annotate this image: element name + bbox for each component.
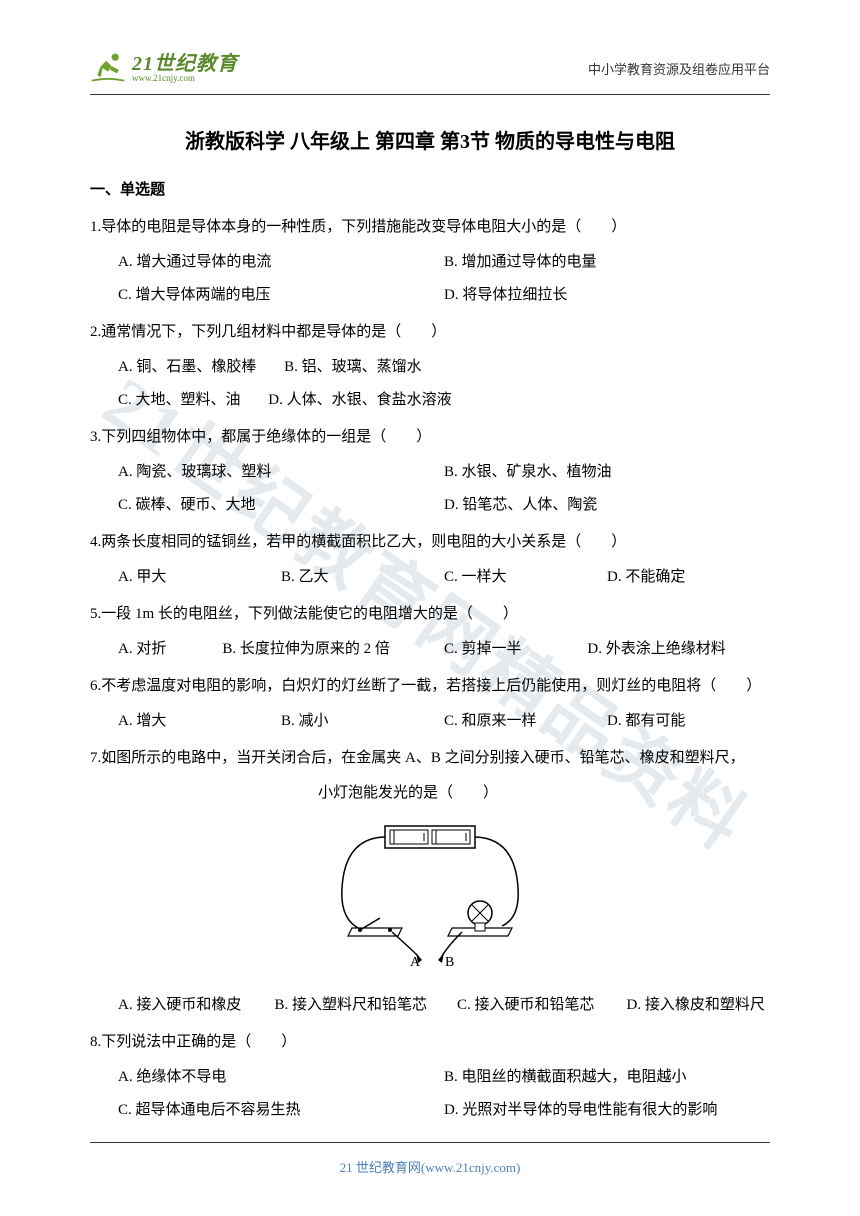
q3-opt-d: D. 铅笔芯、人体、陶瓷	[444, 489, 770, 522]
q7-options: A. 接入硬币和橡皮 B. 接入塑料尺和铅笔芯 C. 接入硬币和铅笔芯 D. 接…	[90, 989, 770, 1022]
q3-options: A. 陶瓷、玻璃球、塑料 B. 水银、矿泉水、植物油 C. 碳棒、硬币、大地 D…	[90, 456, 770, 522]
q4-opt-a: A. 甲大	[118, 561, 281, 594]
q8-opt-d: D. 光照对半导体的导电性能有很大的影响	[444, 1094, 770, 1127]
circuit-svg: A B	[310, 818, 550, 968]
clip-b-label: B	[445, 955, 454, 968]
q8-text: 8.下列说法中正确的是（ ）	[90, 1026, 770, 1059]
q4-opt-d: D. 不能确定	[607, 561, 770, 594]
header-right-text: 中小学教育资源及组卷应用平台	[588, 59, 770, 78]
question-2: 2.通常情况下，下列几组材料中都是导体的是（ ） A. 铜、石墨、橡胶棒 B. …	[90, 316, 770, 417]
q7-opt-d: D. 接入橡皮和塑料尺	[627, 989, 770, 1022]
question-5: 5.一段 1m 长的电阻丝，下列做法能使它的电阻增大的是（ ） A. 对折 B.…	[90, 598, 770, 666]
q2-options: A. 铜、石墨、橡胶棒 B. 铝、玻璃、蒸馏水 C. 大地、塑料、油 D. 人体…	[90, 351, 770, 417]
q1-opt-d: D. 将导体拉细拉长	[444, 279, 770, 312]
q5-options: A. 对折 B. 长度拉伸为原来的 2 倍 C. 剪掉一半 D. 外表涂上绝缘材…	[90, 633, 770, 666]
logo: 21世纪教育 www.21cnjy.com	[90, 50, 238, 86]
question-1: 1.导体的电阻是导体本身的一种性质，下列措施能改变导体电阻大小的是（ ） A. …	[90, 211, 770, 312]
q6-options: A. 增大 B. 减小 C. 和原来一样 D. 都有可能	[90, 705, 770, 738]
header-divider	[90, 94, 770, 95]
page-title: 浙教版科学 八年级上 第四章 第3节 物质的导电性与电阻	[90, 125, 770, 154]
q3-opt-b: B. 水银、矿泉水、植物油	[444, 456, 770, 489]
q8-options: A. 绝缘体不导电 B. 电阻丝的横截面积越大，电阻越小 C. 超导体通电后不容…	[90, 1061, 770, 1127]
q1-opt-b: B. 增加通过导体的电量	[444, 246, 770, 279]
q4-options: A. 甲大 B. 乙大 C. 一样大 D. 不能确定	[90, 561, 770, 594]
q1-text: 1.导体的电阻是导体本身的一种性质，下列措施能改变导体电阻大小的是（ ）	[90, 211, 770, 244]
q5-opt-a: A. 对折	[118, 633, 222, 666]
q5-opt-c: C. 剪掉一半	[444, 633, 587, 666]
q5-opt-b: B. 长度拉伸为原来的 2 倍	[222, 633, 444, 666]
q6-opt-b: B. 减小	[281, 705, 444, 738]
header: 21世纪教育 www.21cnjy.com 中小学教育资源及组卷应用平台	[90, 50, 770, 86]
q6-opt-a: A. 增大	[118, 705, 281, 738]
q2-text: 2.通常情况下，下列几组材料中都是导体的是（ ）	[90, 316, 770, 349]
question-7: 7.如图所示的电路中，当开关闭合后，在金属夹 A、B 之间分别接入硬币、铅笔芯、…	[90, 742, 770, 1022]
q3-opt-c: C. 碳棒、硬币、大地	[118, 489, 444, 522]
q1-options: A. 增大通过导体的电流 B. 增加通过导体的电量 C. 增大导体两端的电压 D…	[90, 246, 770, 312]
q4-opt-c: C. 一样大	[444, 561, 607, 594]
q2-opt-c: C. 大地、塑料、油	[118, 392, 265, 408]
q8-opt-c: C. 超导体通电后不容易生热	[118, 1094, 444, 1127]
q3-text: 3.下列四组物体中，都属于绝缘体的一组是（ ）	[90, 421, 770, 454]
q1-opt-a: A. 增大通过导体的电流	[118, 246, 444, 279]
q8-opt-a: A. 绝缘体不导电	[118, 1061, 444, 1094]
q2-opt-a: A. 铜、石墨、橡胶棒	[118, 359, 280, 375]
q6-opt-d: D. 都有可能	[607, 705, 770, 738]
q7-opt-b: B. 接入塑料尺和铅笔芯	[274, 989, 457, 1022]
logo-url: www.21cnjy.com	[132, 74, 238, 83]
q3-opt-a: A. 陶瓷、玻璃球、塑料	[118, 456, 444, 489]
q2-opt-b: B. 铝、玻璃、蒸馏水	[284, 359, 452, 375]
logo-text: 21世纪教育 www.21cnjy.com	[132, 54, 238, 83]
question-8: 8.下列说法中正确的是（ ） A. 绝缘体不导电 B. 电阻丝的横截面积越大，电…	[90, 1026, 770, 1127]
q2-opt-d: D. 人体、水银、食盐水溶液	[268, 392, 481, 408]
q4-text: 4.两条长度相同的锰铜丝，若甲的横截面积比乙大，则电阻的大小关系是（ ）	[90, 526, 770, 559]
q5-opt-d: D. 外表涂上绝缘材料	[587, 633, 770, 666]
q6-text: 6.不考虑温度对电阻的影响，白炽灯的灯丝断了一截，若搭接上后仍能使用，则灯丝的电…	[90, 670, 770, 703]
q7-cont: 小灯泡能发光的是（ ）	[90, 777, 770, 810]
section-header: 一、单选题	[90, 178, 770, 199]
question-3: 3.下列四组物体中，都属于绝缘体的一组是（ ） A. 陶瓷、玻璃球、塑料 B. …	[90, 421, 770, 522]
q4-opt-b: B. 乙大	[281, 561, 444, 594]
q7-text: 7.如图所示的电路中，当开关闭合后，在金属夹 A、B 之间分别接入硬币、铅笔芯、…	[90, 742, 770, 775]
q7-opt-a: A. 接入硬币和橡皮	[118, 989, 274, 1022]
logo-runner-icon	[90, 50, 126, 86]
page-content: 21世纪教育 www.21cnjy.com 中小学教育资源及组卷应用平台 浙教版…	[0, 0, 860, 1171]
question-6: 6.不考虑温度对电阻的影响，白炽灯的灯丝断了一截，若搭接上后仍能使用，则灯丝的电…	[90, 670, 770, 738]
circuit-diagram: A B	[90, 818, 770, 981]
question-4: 4.两条长度相同的锰铜丝，若甲的横截面积比乙大，则电阻的大小关系是（ ） A. …	[90, 526, 770, 594]
q5-text: 5.一段 1m 长的电阻丝，下列做法能使它的电阻增大的是（ ）	[90, 598, 770, 631]
q7-opt-c: C. 接入硬币和铅笔芯	[457, 989, 627, 1022]
q1-opt-c: C. 增大导体两端的电压	[118, 279, 444, 312]
q6-opt-c: C. 和原来一样	[444, 705, 607, 738]
logo-cn: 21世纪教育	[132, 54, 238, 74]
q8-opt-b: B. 电阻丝的横截面积越大，电阻越小	[444, 1061, 770, 1094]
